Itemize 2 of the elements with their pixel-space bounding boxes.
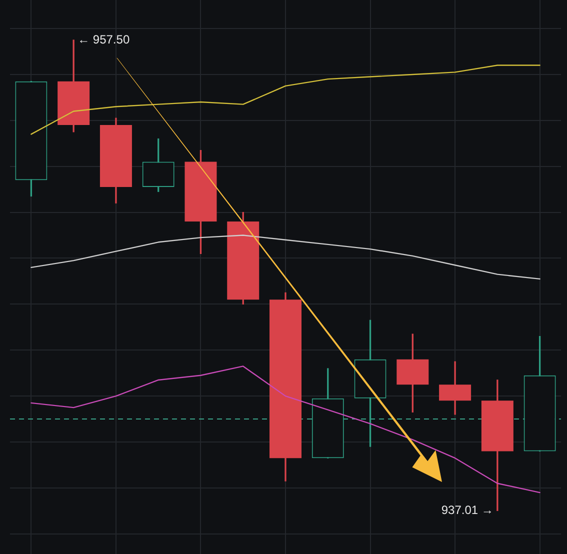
annotation: ← 957.50: [78, 32, 130, 46]
annotation: 937.01 →: [441, 503, 494, 518]
